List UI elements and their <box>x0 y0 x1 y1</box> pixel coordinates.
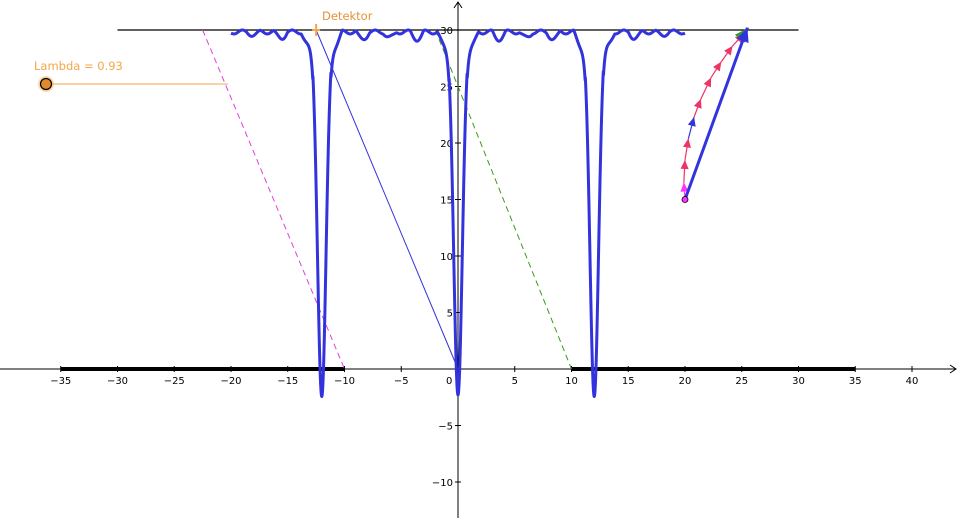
y-tick-label: 5 <box>447 309 453 320</box>
x-tick-label: 10 <box>565 376 578 387</box>
x-tick-label: −5 <box>394 376 409 387</box>
phasor-segment-head <box>693 98 702 109</box>
y-tick-label: 10 <box>440 252 453 263</box>
y-tick-label: 20 <box>440 139 453 150</box>
resultant-arrow <box>683 27 749 201</box>
phasor-segment-head <box>724 45 733 56</box>
phasor-segment-head <box>680 159 689 170</box>
x-tick-label: 20 <box>679 376 692 387</box>
phasor-segment-head <box>682 138 691 149</box>
dashed-line-magenta <box>202 29 345 370</box>
y-tick-label: 15 <box>440 196 453 207</box>
x-tick-label: 30 <box>792 376 805 387</box>
resultant-arrow-head <box>736 27 749 44</box>
x-tick-label: −20 <box>220 376 241 387</box>
x-tick-label: 40 <box>906 376 919 387</box>
y-tick-label: −5 <box>438 422 453 433</box>
phasor-diagram <box>680 27 750 203</box>
y-tick-label: 30 <box>440 26 453 37</box>
slider-knob[interactable] <box>39 77 53 91</box>
intensity-curve-group <box>229 28 687 398</box>
x-tick-label: 25 <box>735 376 748 387</box>
x-tick-label: −35 <box>50 376 71 387</box>
y-tick-label: 25 <box>440 83 453 94</box>
x-tick-label: 35 <box>849 376 862 387</box>
phasor-origin-point[interactable] <box>681 196 689 203</box>
detector[interactable]: Detektor <box>312 9 373 36</box>
detector-label: Detektor <box>322 9 373 23</box>
phasor-segment-head <box>703 77 712 88</box>
path-line-to-slit <box>315 29 459 370</box>
axis-ticks: −35 −30 −25 −20 −15 −10 −5 0 5 10 15 20 25 30 35 400−10… <box>50 26 918 489</box>
phasor-segment-head <box>713 61 722 72</box>
x-tick-label: 15 <box>622 376 635 387</box>
dashed-line-green <box>434 29 572 370</box>
slider-label: Lambda = 0.93 <box>34 59 123 73</box>
construction-lines <box>60 29 856 371</box>
x-tick-label: 5 <box>512 376 518 387</box>
intensity-curve <box>229 28 687 398</box>
y-axis-arrow <box>453 1 463 9</box>
phasor-segment-head <box>687 117 696 127</box>
origin-label: 0 <box>446 376 452 387</box>
phasor-segment-head <box>680 182 689 192</box>
x-tick-label: −15 <box>277 376 298 387</box>
x-tick-label: −10 <box>334 376 355 387</box>
x-tick-label: −25 <box>164 376 185 387</box>
lambda-slider[interactable]: Lambda = 0.93 <box>34 59 228 92</box>
x-axis-arrow <box>949 364 957 374</box>
y-tick-label: −10 <box>432 478 453 489</box>
x-tick-label: −30 <box>107 376 128 387</box>
